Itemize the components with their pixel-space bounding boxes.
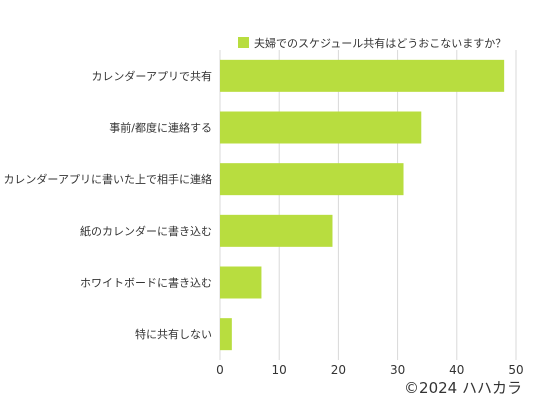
bar: [220, 266, 262, 299]
bar: [220, 59, 505, 92]
x-tick-label: 10: [272, 363, 287, 377]
bar: [220, 214, 333, 247]
bar: [220, 318, 232, 351]
legend: 夫婦でのスケジュール共有はどうおこないますか？: [238, 36, 506, 50]
category-label: 事前/都度に連絡する: [109, 121, 212, 135]
tick-layer: 0 10 20 30 40 50: [216, 363, 523, 377]
category-label: 特に共有しない: [135, 327, 212, 341]
bar: [220, 111, 422, 144]
bar: [220, 163, 404, 196]
bar-layer: [220, 59, 505, 351]
x-tick-label: 30: [390, 363, 405, 377]
x-tick-label: 20: [331, 363, 346, 377]
category-label: カレンダーアプリで共有: [91, 69, 212, 83]
category-label: カレンダーアプリに書いた上で相手に連絡: [3, 172, 212, 186]
x-tick-label: 0: [216, 363, 224, 377]
x-tick-label: 40: [449, 363, 464, 377]
legend-label: 夫婦でのスケジュール共有はどうおこないますか？: [254, 36, 506, 50]
category-layer: カレンダーアプリで共有事前/都度に連絡するカレンダーアプリに書いた上で相手に連絡…: [3, 69, 212, 341]
category-label: 紙のカレンダーに書き込む: [80, 224, 212, 238]
grid-layer: [219, 50, 517, 360]
x-tick-label: 50: [508, 363, 523, 377]
category-label: ホワイトボードに書き込む: [80, 276, 212, 290]
credit-text: ©2024 ハハカラ: [404, 379, 522, 397]
legend-swatch: [238, 37, 249, 48]
